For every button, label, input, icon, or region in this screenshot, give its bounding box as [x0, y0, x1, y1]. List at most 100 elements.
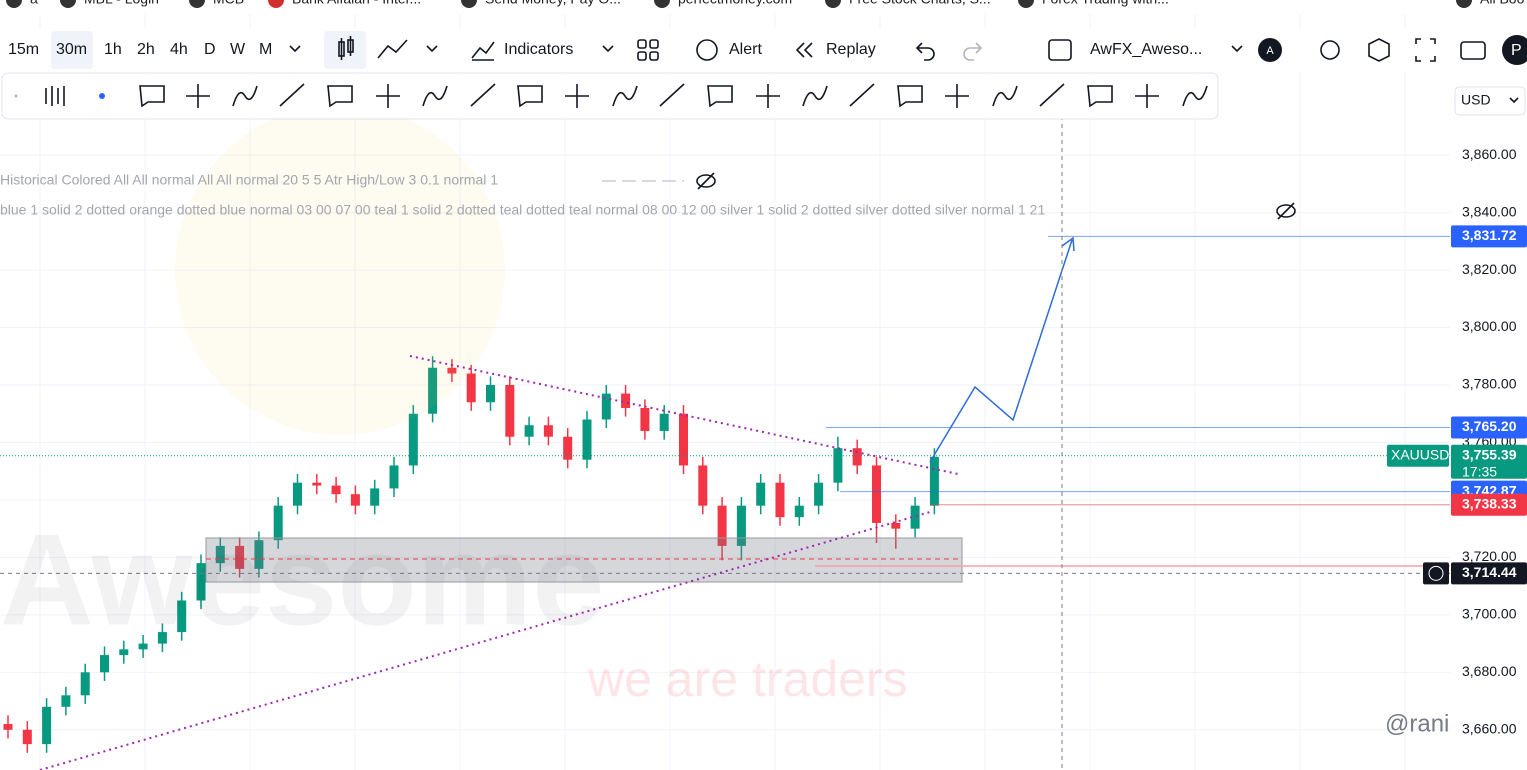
price-axis-labels: 3,860.00 3,840.00 3,820.00 3,800.00 3,780.00… [1462, 146, 1517, 737]
currency-selector[interactable]: USD [1461, 92, 1491, 108]
chevron[interactable] [1231, 45, 1243, 53]
profile-button[interactable] [1502, 35, 1527, 65]
bookmark-icon [60, 0, 76, 8]
price-badge-label: 3,738.33 [1462, 495, 1517, 511]
countdown: 17:35 [1462, 463, 1497, 479]
replay-icon [803, 42, 813, 58]
candle-body [42, 706, 52, 745]
zone-rectangle [205, 537, 963, 583]
price-badge-label: 3,831.72 [1462, 227, 1517, 243]
hide-icon[interactable] [1276, 202, 1296, 220]
candle-body [138, 643, 148, 650]
tool-icon[interactable] [470, 83, 496, 107]
timeframe[interactable]: 1h [104, 41, 122, 58]
indicator-legend[interactable]: Historical Colored All All normal All Al… [0, 172, 498, 188]
candle-body [543, 425, 553, 437]
bookmark[interactable]: MCB [213, 0, 244, 7]
tool-icon[interactable] [849, 83, 875, 107]
bookmark[interactable]: Send Money, Pay O... [485, 0, 621, 7]
candle-body [640, 407, 650, 431]
symbol-badge [1387, 444, 1449, 467]
line-chart-icon[interactable] [377, 39, 408, 59]
tool-icon[interactable] [1087, 85, 1113, 108]
tool-icon[interactable] [1182, 85, 1208, 107]
tool-icon[interactable] [802, 85, 828, 107]
tool-icon[interactable] [517, 85, 543, 108]
price-badge-label: 3,755.39 [1462, 446, 1517, 462]
snapshot[interactable] [1460, 41, 1486, 60]
layout-icon[interactable] [1048, 39, 1072, 61]
tool-icon[interactable] [232, 85, 258, 107]
candle-body [833, 448, 843, 483]
settings[interactable] [1368, 38, 1390, 62]
candle-body [119, 649, 129, 656]
tool-icon[interactable] [992, 85, 1018, 107]
timeframe[interactable]: 2h [137, 41, 155, 58]
tool-icon[interactable] [279, 83, 305, 107]
candle-body [775, 482, 785, 518]
candle-body [717, 505, 727, 546]
tool-icon[interactable] [422, 85, 448, 107]
tool-icon[interactable] [186, 84, 210, 108]
currency-box[interactable] [1454, 86, 1526, 116]
alert-button[interactable]: Alert [729, 41, 762, 58]
templates-icon[interactable] [637, 39, 659, 61]
candle-body [273, 505, 283, 541]
indicators-button[interactable]: Indicators [504, 41, 573, 58]
candle-body [215, 545, 225, 564]
tool-icon[interactable] [897, 85, 923, 108]
fullscreen[interactable] [1415, 38, 1436, 62]
price-tick-label: 3,860.00 [1462, 146, 1517, 162]
bookmark-icon [461, 0, 477, 8]
redo[interactable] [963, 42, 983, 61]
chevron[interactable] [289, 45, 301, 53]
tool-icon[interactable] [376, 84, 400, 108]
tool-icon[interactable] [1135, 84, 1159, 108]
bookmark[interactable]: Forex Trading with... [1042, 0, 1169, 7]
tool-icon[interactable] [565, 84, 589, 108]
bookmark[interactable]: Bank Alfalah - Inter... [292, 0, 421, 7]
indicator-legend[interactable]: blue 1 solid 2 dotted orange dotted blue… [0, 202, 1045, 218]
tool-icon[interactable] [945, 84, 969, 108]
price-badge [1451, 416, 1527, 439]
tool-icon[interactable] [756, 84, 780, 108]
timeframe[interactable]: M [259, 41, 272, 58]
bookmark-icon [268, 0, 284, 8]
bookmark[interactable]: a [30, 0, 38, 7]
candle-body [428, 367, 438, 414]
timeframe[interactable]: 4h [170, 41, 188, 58]
bookmark[interactable]: perfectmoney.com [678, 0, 792, 7]
candle-body [486, 385, 495, 403]
timeframe[interactable]: D [204, 41, 216, 58]
tool-icon[interactable] [139, 85, 165, 108]
dot-tool[interactable] [99, 93, 105, 99]
avatar[interactable] [1258, 38, 1282, 62]
undo[interactable] [915, 42, 935, 61]
candle-body [3, 724, 13, 730]
timeframe[interactable]: 15m [8, 41, 39, 58]
layout-name[interactable]: AwFX_Aweso... [1090, 41, 1202, 58]
tool-icon[interactable] [707, 85, 733, 108]
tool-icon[interactable] [612, 85, 638, 107]
bookmark[interactable]: MBL - Login [84, 0, 159, 7]
chevron[interactable] [426, 45, 438, 53]
replay-icon [795, 42, 805, 58]
bookmark[interactable]: Free Stock Charts, S... [849, 0, 991, 7]
price-tick-label: 3,700.00 [1462, 606, 1517, 622]
tool-icon[interactable] [659, 83, 685, 107]
add-button[interactable] [1423, 562, 1449, 585]
tool-icon[interactable] [327, 85, 353, 108]
hide-icon[interactable] [696, 172, 716, 190]
timeframe[interactable]: W [230, 41, 246, 58]
timeframes: 15m 30m 1h 2h 4h D W M [8, 41, 272, 58]
chart-type-button[interactable] [324, 31, 366, 69]
bookmark[interactable]: All Boo [1480, 0, 1525, 7]
chevron[interactable] [602, 45, 614, 53]
candle-body [370, 488, 380, 506]
price-tick-label: 3,720.00 [1462, 548, 1517, 564]
tool-icon[interactable] [1039, 83, 1065, 107]
timeframe[interactable]: 30m [56, 41, 87, 58]
quick-search[interactable] [1320, 40, 1340, 60]
tool-icon[interactable] [45, 86, 65, 106]
replay-button[interactable]: Replay [826, 41, 876, 58]
